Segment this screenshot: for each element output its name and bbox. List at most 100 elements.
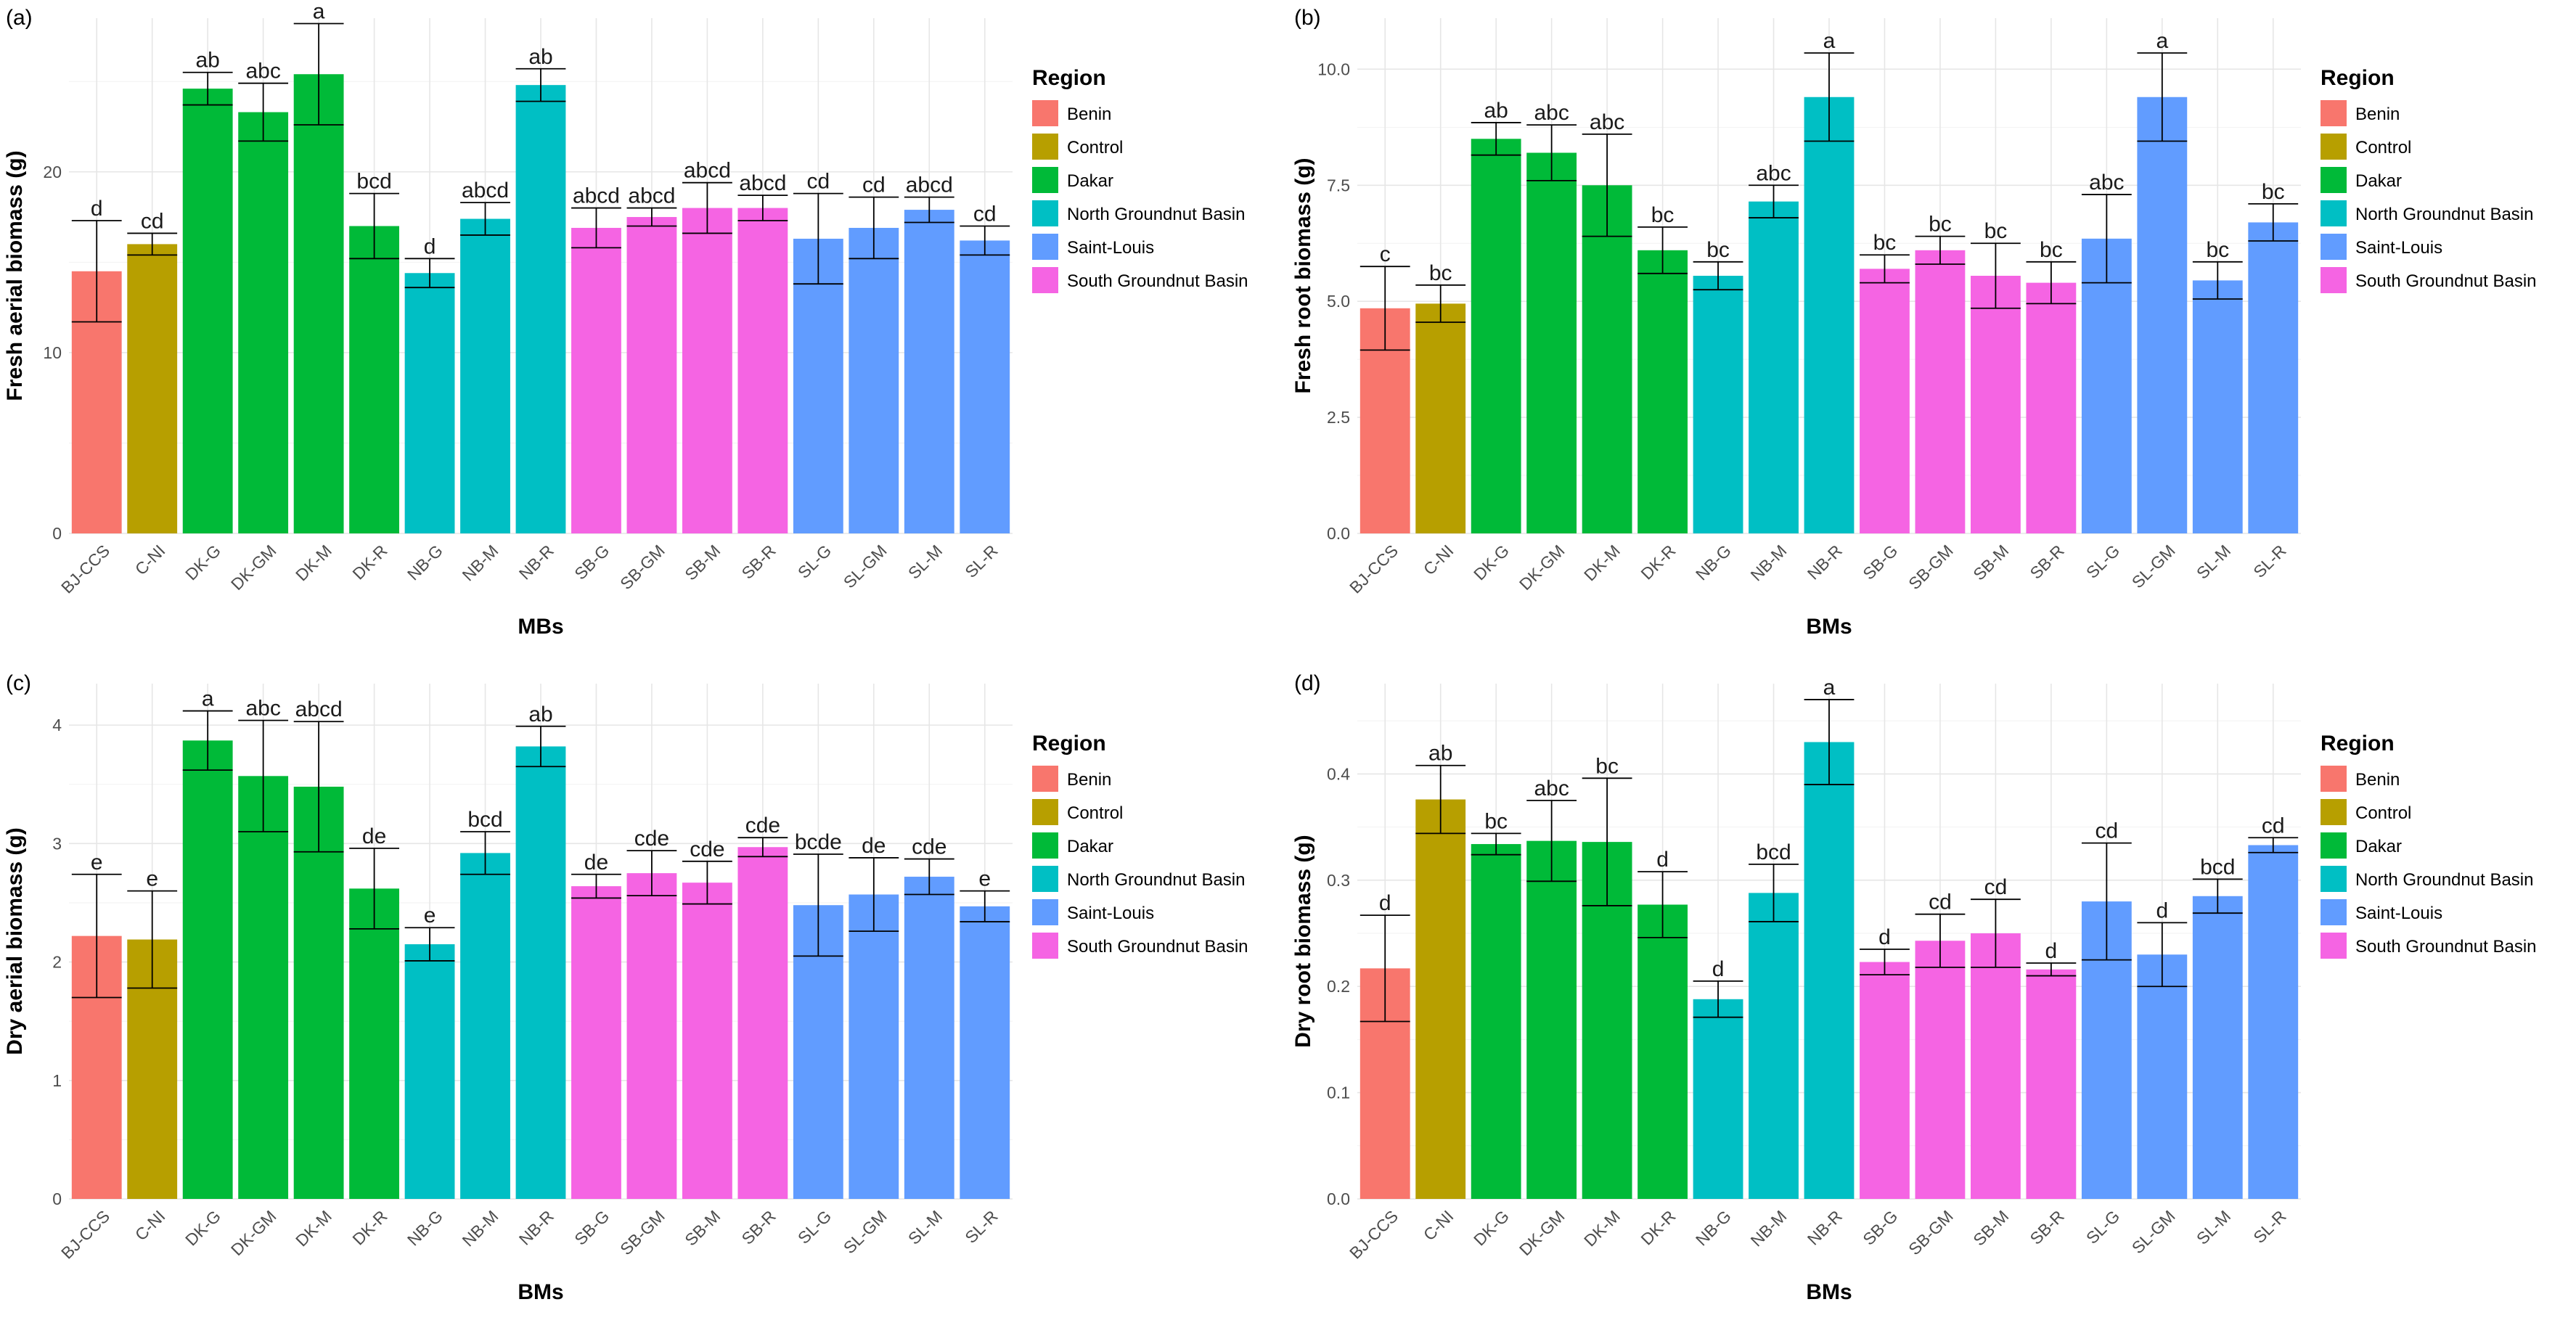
bar-DK-M [1582, 185, 1632, 533]
error-bar [960, 890, 1010, 922]
error-bar [404, 258, 455, 289]
x-tick-label: SB-G [571, 541, 613, 583]
error-bar [571, 207, 621, 249]
error-bar [1637, 226, 1688, 274]
legend-swatch-dakar [1032, 167, 1058, 193]
x-tick-label: NB-R [1804, 541, 1846, 583]
error-bar [404, 927, 455, 962]
bar-SB-G [1860, 269, 1910, 533]
y-tick-label: 0.0 [1327, 1189, 1350, 1208]
significance-label: de [584, 851, 608, 875]
legend-swatch-control [2321, 799, 2347, 825]
legend-label: Saint-Louis [1067, 238, 1154, 258]
x-tick-label: DK-R [1637, 1207, 1679, 1249]
error-bar [1915, 913, 1966, 968]
significance-label: bc [2262, 180, 2285, 204]
significance-label: abcd [739, 171, 786, 195]
x-tick-label: BJ-CCS [57, 1207, 113, 1263]
significance-label: d [1878, 925, 1891, 949]
error-bar [460, 831, 510, 875]
legend-title: Region [2321, 732, 2395, 755]
significance-label: abc [1756, 161, 1791, 185]
x-tick-label: NB-G [404, 1207, 446, 1250]
x-tick-label: NB-G [1692, 541, 1735, 584]
bar-DK-GM [1526, 152, 1577, 534]
significance-label: ab [528, 45, 552, 69]
significance-label: de [362, 824, 386, 848]
x-tick-label: DK-M [1580, 1207, 1624, 1250]
significance-label: bc [2040, 238, 2063, 262]
significance-label: bc [1873, 231, 1897, 255]
legend-label: Benin [1067, 770, 1111, 790]
significance-label: cd [807, 170, 830, 194]
y-axis-title: Dry root biomass (g) [1291, 835, 1315, 1047]
bar-SL-M [2192, 280, 2243, 533]
bar-SB-R [737, 208, 788, 533]
significance-label: abcd [573, 184, 620, 208]
legend-swatch-control [2321, 134, 2347, 160]
significance-label: ab [528, 703, 552, 726]
legend-swatch-north-groundnut-basin [2321, 866, 2347, 892]
legend-swatch-control [1032, 134, 1058, 160]
error-bar [293, 22, 344, 126]
y-tick-label: 3 [52, 834, 62, 853]
x-tick-label: SB-GM [616, 541, 668, 594]
bar-SB-R [2026, 282, 2077, 533]
x-tick-label: SB-G [1859, 1207, 1901, 1249]
significance-label: bc [1484, 809, 1508, 833]
x-tick-label: SL-G [794, 1207, 835, 1248]
bar-DK-R [1637, 904, 1688, 1199]
significance-label: bcde [795, 830, 842, 854]
error-bar [1415, 764, 1466, 835]
x-tick-label: SL-M [904, 1207, 946, 1248]
x-tick-label: SB-GM [1905, 541, 1957, 594]
legend-title: Region [1032, 732, 1106, 755]
error-bar [849, 196, 899, 260]
legend-swatch-dakar [1032, 832, 1058, 859]
significance-label: cde [690, 837, 724, 861]
error-bar [127, 232, 178, 256]
bar-SB-G [571, 227, 621, 533]
error-bar [626, 207, 677, 227]
bar-DK-G [1471, 844, 1521, 1199]
y-tick-label: 7.5 [1327, 176, 1350, 194]
bar-DK-R [349, 226, 399, 533]
bar-DK-GM [238, 112, 289, 534]
x-tick-label: SB-M [1969, 1207, 2012, 1250]
error-bar [1971, 242, 2021, 309]
bar-SL-GM [849, 894, 899, 1199]
x-tick-label: SL-GM [840, 541, 891, 592]
y-tick-label: 0 [52, 524, 62, 543]
x-tick-label: DK-G [181, 541, 224, 584]
panel-label: (a) [6, 6, 33, 30]
significance-label: c [1380, 242, 1391, 266]
panel-d: (d) d ab bc abc bc d d bcd a d cd cd d cd d bcd cd 0.0 0.1 0… [1288, 666, 2576, 1331]
significance-label: bcd [467, 808, 502, 832]
significance-label: abcd [906, 173, 953, 197]
bar-SL-R [960, 240, 1010, 533]
error-bar [127, 890, 178, 989]
x-tick-label: SL-R [2249, 541, 2289, 581]
significance-label: d [91, 197, 103, 221]
bar-NB-M [460, 853, 510, 1199]
bar-NB-R [515, 746, 566, 1199]
error-bar [904, 196, 954, 224]
y-tick-label: 1 [52, 1071, 62, 1090]
significance-label: abcd [684, 159, 731, 183]
bar-SB-GM [626, 873, 677, 1199]
x-tick-label: SB-R [738, 541, 780, 583]
bar-SL-GM [2137, 97, 2188, 533]
significance-label: abc [1534, 101, 1569, 125]
legend-title: Region [1032, 66, 1106, 90]
significance-label: d [424, 234, 436, 258]
bar-SB-R [2026, 969, 2077, 1199]
x-tick-label: SL-GM [840, 1207, 891, 1258]
y-tick-label: 2 [52, 953, 62, 972]
bar-SB-GM [1915, 250, 1966, 533]
error-bar [1359, 266, 1410, 351]
legend-label: North Groundnut Basin [2355, 205, 2533, 224]
significance-label: d [1379, 891, 1391, 915]
y-tick-label: 4 [52, 716, 62, 734]
bar-DK-M [293, 787, 344, 1199]
error-bar [1471, 122, 1521, 156]
